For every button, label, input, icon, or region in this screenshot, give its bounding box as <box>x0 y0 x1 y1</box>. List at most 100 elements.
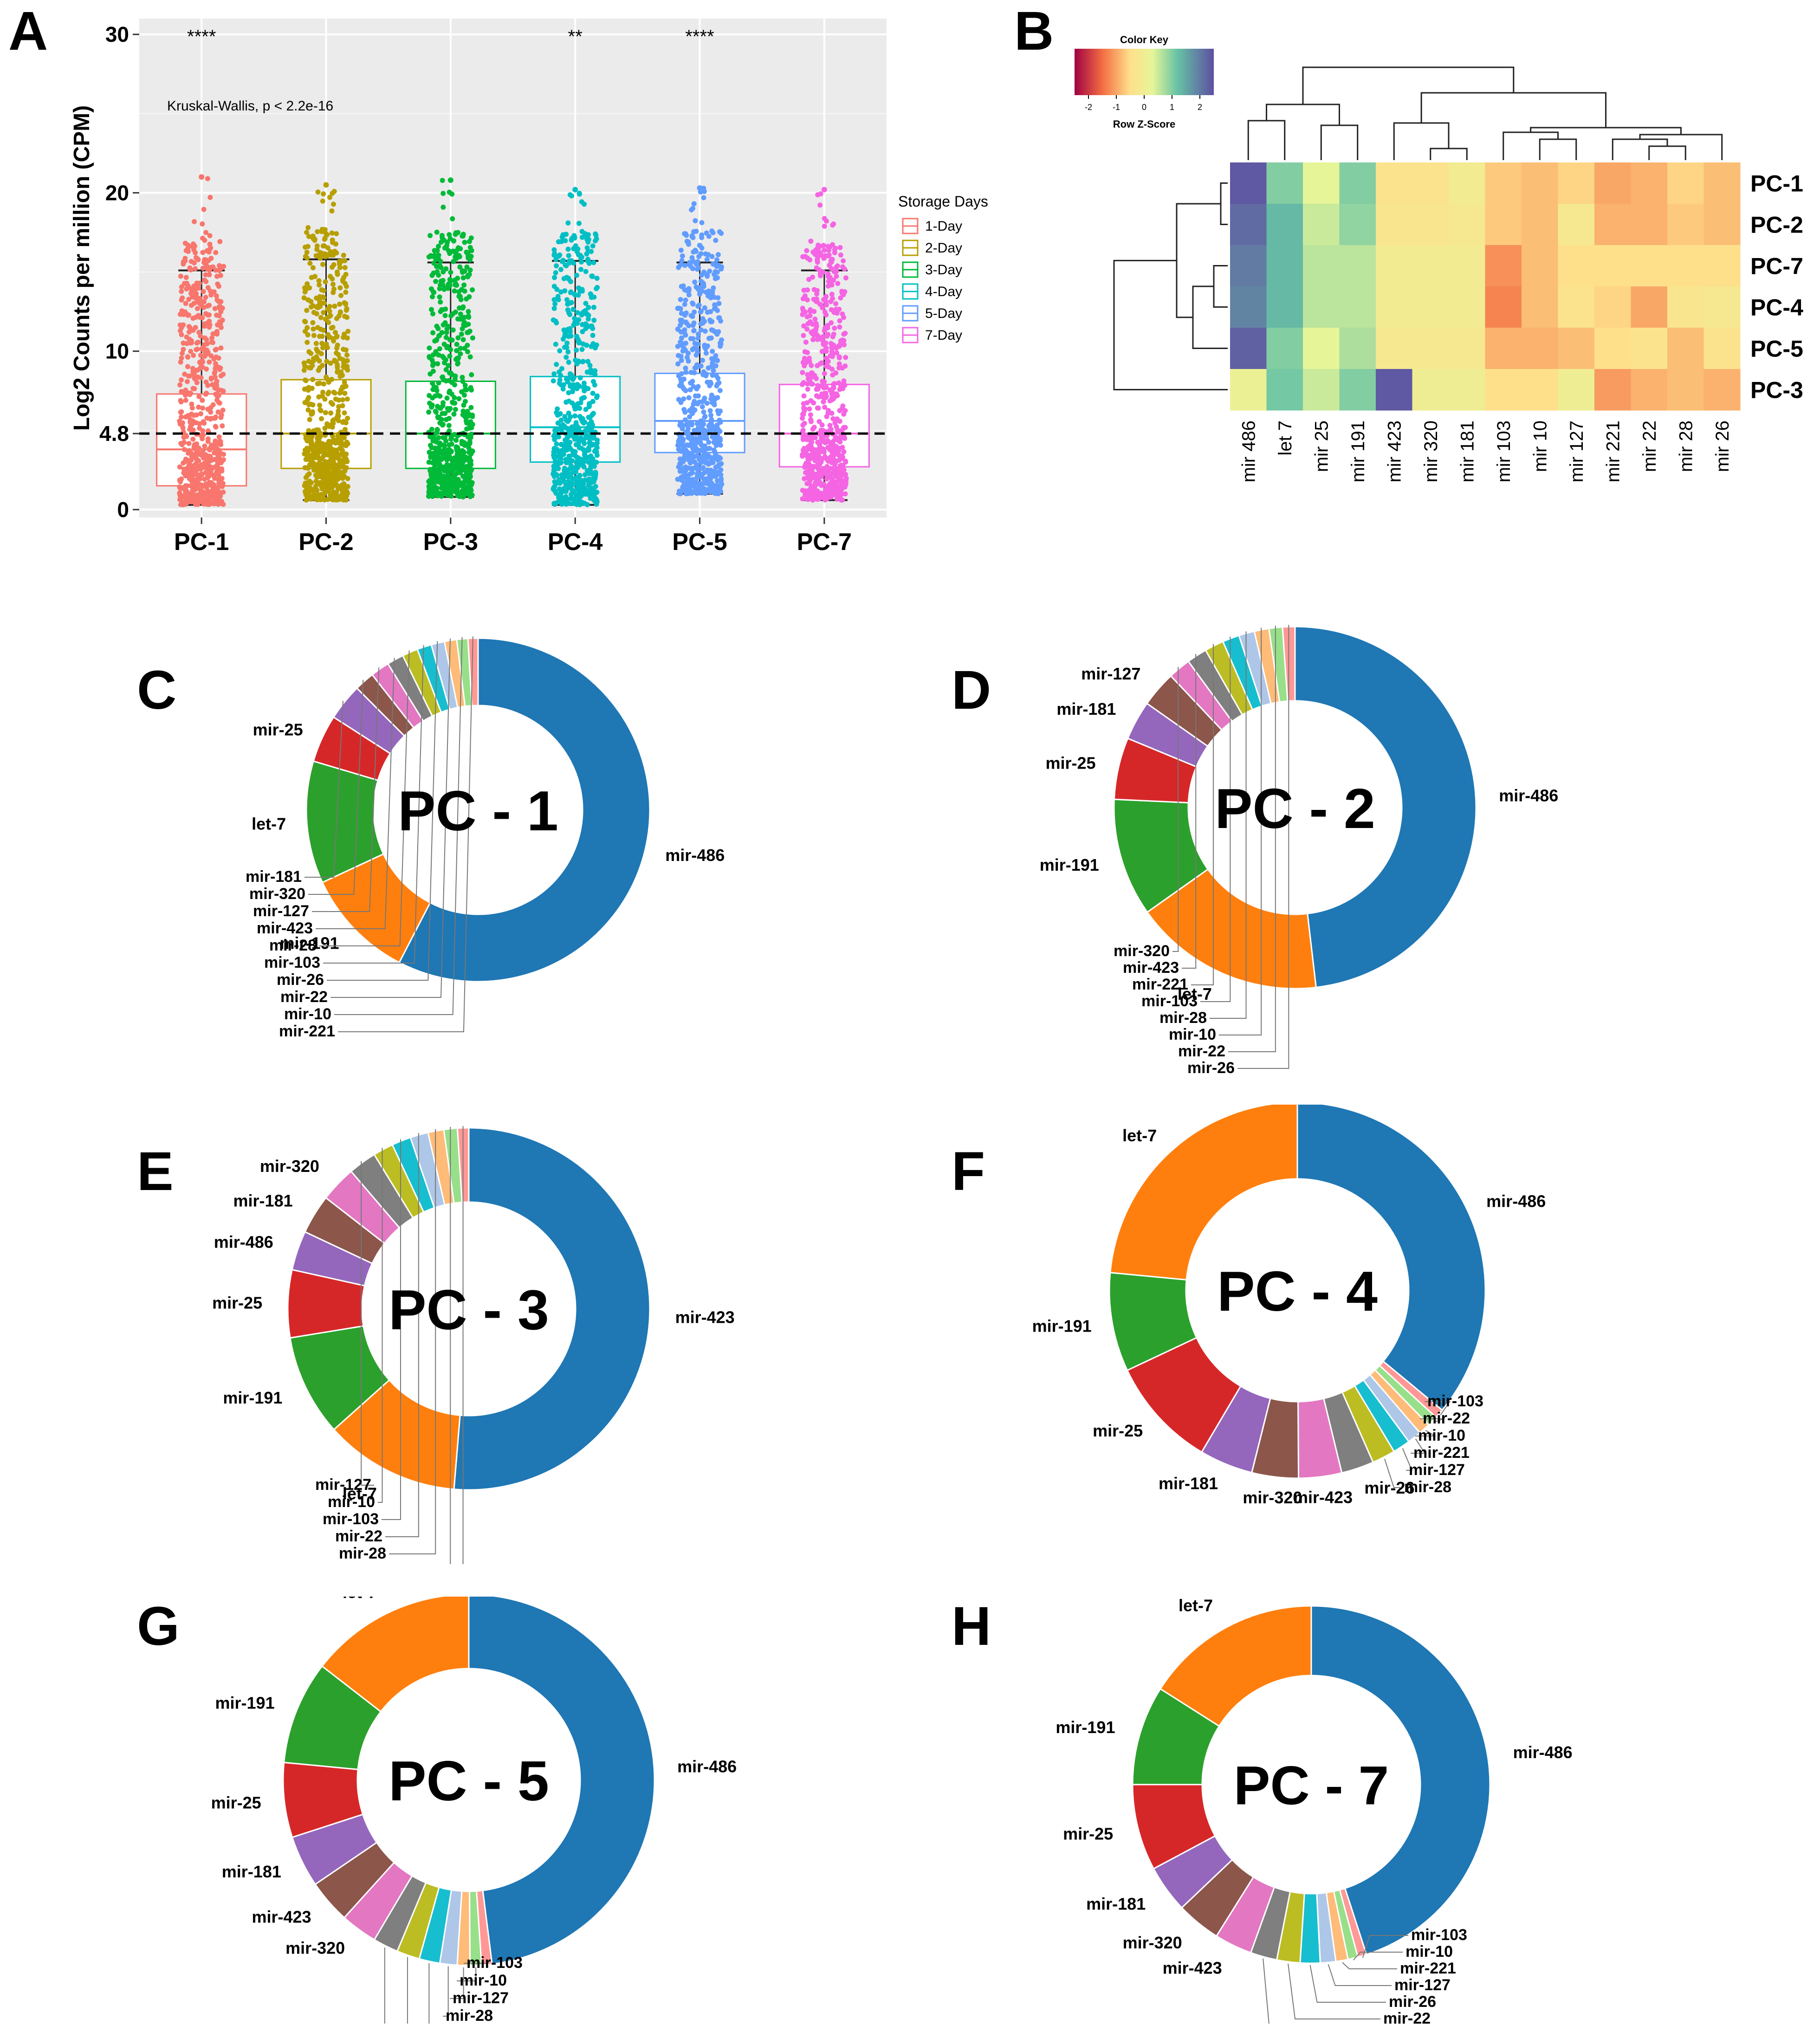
data-point <box>715 408 720 414</box>
color-key-xlabel: Row Z-Score <box>1113 118 1175 130</box>
data-point <box>317 381 323 386</box>
data-point <box>314 311 319 317</box>
heatmap-cell <box>1631 328 1668 369</box>
legend-label: 2-Day <box>925 240 962 256</box>
data-point <box>717 428 723 434</box>
data-point <box>573 442 579 447</box>
outlier-point <box>440 204 446 210</box>
data-point <box>216 434 222 440</box>
data-point <box>678 247 684 253</box>
data-point <box>693 341 698 346</box>
data-point <box>683 482 689 487</box>
data-point <box>456 396 462 401</box>
data-point <box>820 482 825 487</box>
color-key-tick-label: 1 <box>1170 103 1174 112</box>
data-point <box>444 330 449 335</box>
data-point <box>460 326 465 331</box>
data-point <box>808 490 814 495</box>
heatmap-cell <box>1230 369 1267 411</box>
data-point <box>302 451 307 457</box>
heatmap-cell <box>1412 204 1449 246</box>
data-point <box>178 273 183 279</box>
data-point <box>317 250 323 255</box>
slice-label: mir-127 <box>1394 1976 1451 1994</box>
data-point <box>703 350 709 356</box>
plot-background <box>139 19 887 518</box>
data-point <box>801 405 807 411</box>
slice-label: mir-181 <box>1159 1474 1218 1493</box>
data-point <box>822 454 828 459</box>
heatmap-cell <box>1703 162 1741 204</box>
data-point <box>302 318 307 324</box>
data-point <box>831 342 836 348</box>
data-point <box>185 354 190 360</box>
dendrogram-branch <box>1648 145 1686 160</box>
data-point <box>437 286 442 291</box>
data-point <box>590 460 596 466</box>
data-point <box>332 304 337 309</box>
color-key-tick-label: 0 <box>1142 103 1146 112</box>
data-point <box>829 320 834 326</box>
data-point <box>800 427 806 433</box>
data-point <box>302 329 308 334</box>
data-point <box>189 405 195 411</box>
data-point <box>819 422 825 428</box>
panel-letter-g: G <box>137 1596 180 1657</box>
data-point <box>590 456 596 462</box>
data-point <box>315 229 320 234</box>
heatmap-cell <box>1412 162 1449 204</box>
data-point <box>179 414 184 420</box>
data-point <box>565 246 571 252</box>
data-point <box>829 410 835 416</box>
data-point <box>324 359 330 364</box>
data-point <box>458 346 463 351</box>
data-point <box>709 400 715 405</box>
data-point <box>427 355 432 360</box>
data-point <box>458 311 463 317</box>
data-point <box>460 275 466 281</box>
data-point <box>708 295 713 301</box>
data-point <box>584 236 589 242</box>
data-point <box>804 248 810 253</box>
data-point <box>220 388 226 394</box>
panel-letter-e: E <box>137 1141 174 1202</box>
leader-line <box>1309 1965 1386 2003</box>
data-point <box>221 452 227 457</box>
data-point <box>436 380 441 386</box>
data-point <box>218 306 223 312</box>
outlier-point <box>453 250 459 256</box>
data-point <box>192 376 198 382</box>
data-point <box>804 453 810 459</box>
data-point <box>557 455 563 460</box>
data-point <box>213 424 218 429</box>
data-point <box>438 259 443 264</box>
data-point <box>196 445 201 451</box>
data-point <box>205 382 211 388</box>
data-point <box>570 433 576 439</box>
data-point <box>203 272 208 278</box>
data-point <box>331 463 337 468</box>
data-point <box>836 493 842 499</box>
data-point <box>556 477 562 482</box>
data-point <box>702 470 707 475</box>
data-point <box>678 468 684 474</box>
data-point <box>449 391 454 397</box>
slice-label: mir-22 <box>280 988 328 1006</box>
data-point <box>426 479 432 485</box>
data-point <box>341 451 346 456</box>
data-point <box>197 473 203 479</box>
data-point <box>705 310 710 315</box>
outlier-point <box>331 188 337 194</box>
data-point <box>218 373 224 379</box>
data-point <box>214 293 219 299</box>
outlier-point <box>204 248 210 253</box>
data-point <box>433 278 439 284</box>
data-point <box>698 321 704 327</box>
data-point <box>437 294 442 300</box>
data-point <box>810 435 815 440</box>
data-point <box>464 264 470 270</box>
data-point <box>678 297 683 302</box>
slice-label: mir-25 <box>212 1293 262 1312</box>
leader-line <box>1342 1962 1397 1969</box>
slice-label: mir-28 <box>1159 1009 1207 1027</box>
